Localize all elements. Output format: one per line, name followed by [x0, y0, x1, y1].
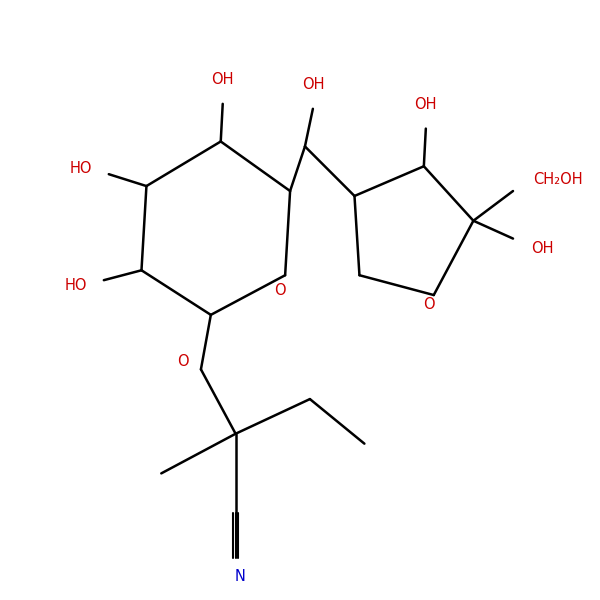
Text: OH: OH: [415, 97, 437, 112]
Text: OH: OH: [211, 72, 234, 87]
Text: N: N: [234, 569, 245, 584]
Text: OH: OH: [531, 241, 553, 256]
Text: CH₂OH: CH₂OH: [533, 172, 583, 187]
Text: HO: HO: [70, 161, 92, 176]
Text: OH: OH: [302, 77, 324, 92]
Text: O: O: [423, 298, 434, 313]
Text: O: O: [274, 283, 286, 298]
Text: HO: HO: [64, 278, 87, 293]
Text: O: O: [177, 354, 189, 369]
